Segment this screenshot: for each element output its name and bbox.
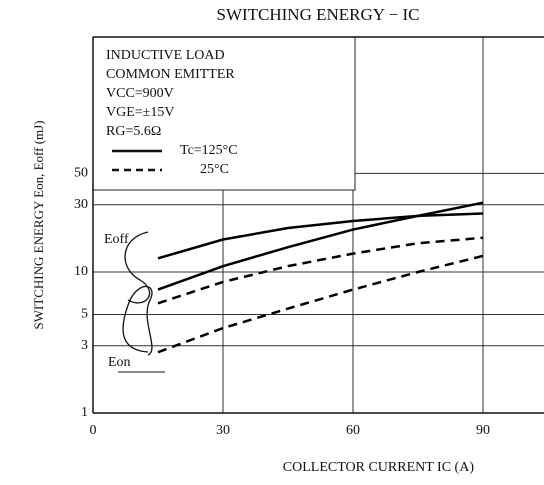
- series-line: [157, 236, 484, 305]
- series-line: [157, 212, 484, 260]
- x-tick-label: 90: [476, 423, 490, 438]
- condition: INDUCTIVE LOAD: [106, 48, 225, 63]
- x-tick-label: 30: [216, 423, 230, 438]
- annotation: Eon: [108, 355, 131, 370]
- condition: COMMON EMITTER: [106, 67, 235, 82]
- x-tick-label: 60: [346, 423, 360, 438]
- y-tick-label: 10: [74, 264, 88, 279]
- condition: VCC=900V: [106, 86, 174, 101]
- legend-label: Tc=125°C: [180, 143, 238, 158]
- chart-title: SWITCHING ENERGY − IC: [216, 5, 419, 24]
- condition: RG=5.6Ω: [106, 124, 161, 139]
- eoff-loop: [124, 231, 151, 304]
- annotation: Eoff: [104, 232, 129, 247]
- plot: [157, 201, 484, 354]
- y-axis-label: SWITCHING ENERGY Eon, Eoff (mJ): [31, 120, 46, 329]
- condition: VGE=±15V: [106, 105, 174, 120]
- y-tick-label: 50: [74, 166, 88, 181]
- legend-label: 25°C: [200, 162, 229, 177]
- x-tick-label: 0: [90, 423, 97, 438]
- x-axis-label: COLLECTOR CURRENT IC (A): [283, 460, 475, 475]
- y-tick-label: 1: [81, 405, 88, 420]
- series-line: [157, 254, 484, 354]
- y-tick-label: 5: [81, 307, 88, 322]
- series-line: [157, 201, 484, 291]
- y-tick-label: 30: [74, 197, 88, 212]
- y-tick-label: 3: [81, 338, 88, 353]
- eon-loop: [122, 285, 153, 356]
